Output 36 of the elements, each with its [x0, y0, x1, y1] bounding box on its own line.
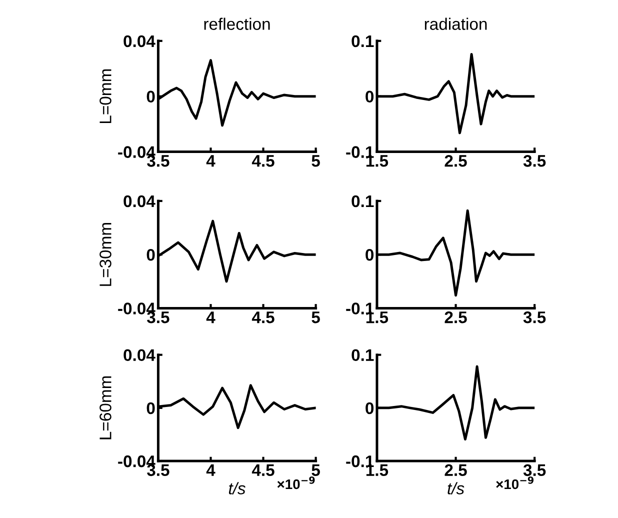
y-tick-label: 0 — [146, 90, 155, 103]
y-tick-label: 0.04 — [124, 35, 156, 48]
x-tick-label: 5 — [312, 464, 320, 476]
x-tick-label: 5 — [312, 312, 320, 324]
y-tick-label: 0 — [146, 249, 155, 261]
x-axis-title: t/s — [228, 482, 246, 494]
x-tick-label: 4 — [206, 312, 216, 324]
x-tick-label: 2.5 — [444, 154, 467, 167]
x-tick-label: 2.5 — [444, 464, 467, 476]
y-tick-label: 0 — [366, 249, 374, 261]
y-tick-label: 0.04 — [124, 349, 156, 362]
x-tick-label: 4 — [206, 464, 216, 476]
x-tick-label: 4.5 — [252, 312, 274, 324]
y-tick-label: 0.1 — [352, 35, 374, 48]
x-tick-label: 3.5 — [523, 311, 546, 324]
x-tick-label: 2.5 — [444, 311, 467, 324]
y-axis-title: L=60mm — [100, 376, 112, 440]
x-tick-label: 4 — [206, 155, 216, 167]
chart-title: radiation — [424, 18, 487, 30]
y-axis-title: L=30mm — [100, 223, 112, 286]
y-axis-title: L=0mm — [100, 69, 112, 123]
x-axis-title: t/s — [448, 482, 464, 494]
x-tick-label: 4.5 — [252, 464, 274, 476]
y-tick-label: 0 — [146, 402, 155, 414]
y-tick-label: 0.1 — [352, 349, 374, 362]
y-tick-label: 0.1 — [352, 195, 374, 208]
y-tick-label: 0.04 — [124, 195, 156, 208]
y-tick-label: 0 — [366, 402, 374, 414]
x-tick-label: 5 — [312, 155, 320, 167]
y-tick-label: 0 — [366, 90, 374, 103]
x-tick-label: 3.5 — [523, 154, 546, 167]
text: ×10$^{−9}$ — [277, 476, 315, 490]
x-tick-label: 3.5 — [523, 464, 546, 476]
text: ×10$^{−9}$ — [496, 476, 534, 490]
chart-title: reflection — [204, 18, 270, 30]
x-tick-label: 4.5 — [252, 155, 274, 167]
